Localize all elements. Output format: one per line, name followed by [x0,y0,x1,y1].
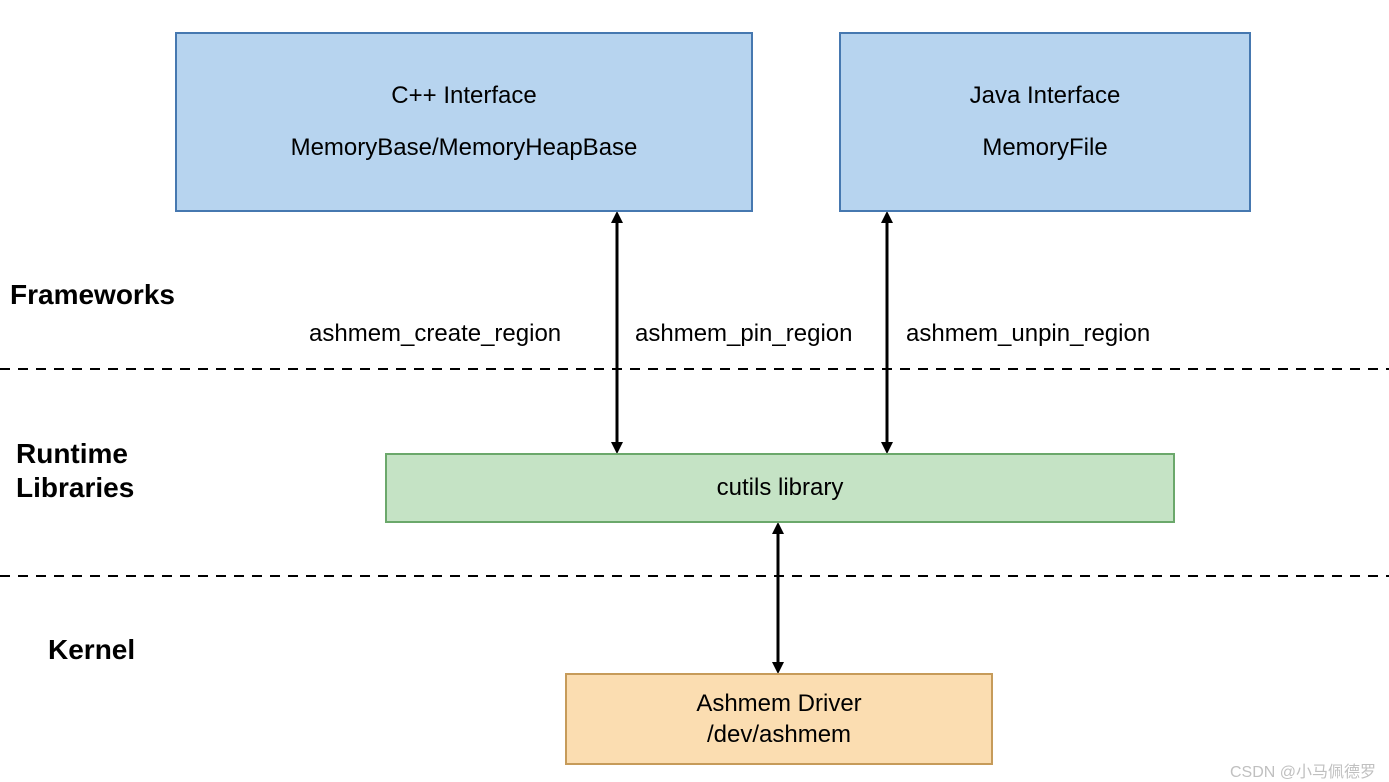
node-cpp-title: C++ Interface [391,77,536,115]
diagram-canvas: C++ Interface MemoryBase/MemoryHeapBase … [0,0,1389,780]
edge-label-pin: ashmem_pin_region [635,320,852,348]
layer-label-runtime-l2: Libraries [16,471,134,505]
node-java-interface: Java Interface MemoryFile [839,32,1251,212]
node-java-subtitle: MemoryFile [982,129,1107,167]
node-cpp-interface: C++ Interface MemoryBase/MemoryHeapBase [175,32,753,212]
node-cutils-label: cutils library [717,469,844,507]
layer-label-runtime: Runtime Libraries [16,437,134,504]
node-ashmem-driver: Ashmem Driver /dev/ashmem [565,673,993,765]
node-java-title: Java Interface [970,77,1121,115]
watermark: CSDN @小马佩德罗 [1230,758,1376,782]
layer-label-runtime-l1: Runtime [16,437,134,471]
node-cpp-subtitle: MemoryBase/MemoryHeapBase [291,129,638,167]
edge-label-create: ashmem_create_region [309,320,561,348]
node-driver-title: Ashmem Driver [696,688,861,719]
layer-label-frameworks: Frameworks [10,278,175,312]
node-cutils: cutils library [385,453,1175,523]
edge-label-unpin: ashmem_unpin_region [906,320,1150,348]
node-driver-path: /dev/ashmem [707,719,851,750]
layer-label-kernel: Kernel [48,633,135,667]
